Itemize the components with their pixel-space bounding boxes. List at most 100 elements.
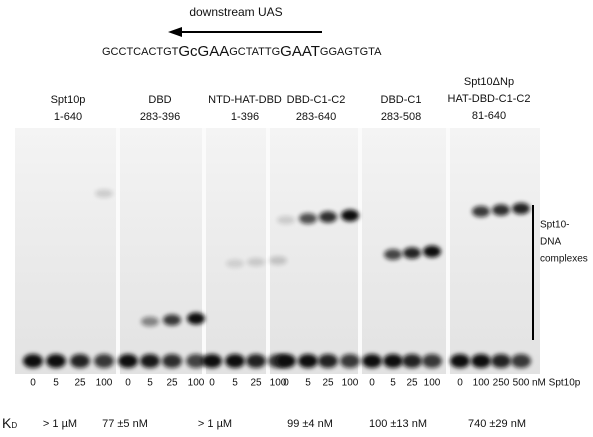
kd-sub: D [11, 421, 17, 430]
lane-separator [266, 128, 270, 374]
complex-band [384, 249, 402, 260]
complex-band [226, 259, 244, 268]
lane-label: HAT-DBD-C1-C2 [448, 93, 531, 105]
free-dna-band [46, 354, 66, 368]
concentration: 25 [406, 378, 418, 389]
gel [15, 128, 540, 374]
free-dna-band [318, 354, 338, 368]
kd-value: > 1 µM [198, 418, 232, 430]
free-dna-band [186, 354, 206, 368]
lane-label: 283-640 [296, 111, 336, 123]
concentration: 0 [369, 378, 375, 389]
free-dna-band [511, 354, 531, 368]
complex-band [163, 314, 181, 326]
kd-label: KD [2, 415, 17, 431]
free-dna-band [118, 354, 138, 368]
concentration: 100 [188, 378, 205, 389]
lane-label: 1-640 [54, 111, 82, 123]
complex-band [277, 215, 295, 225]
concentration: 500 [513, 378, 530, 389]
concentration: 5 [390, 378, 396, 389]
kd-value: > 1 µM [43, 418, 77, 430]
free-dna-band [23, 354, 43, 368]
complex-band [141, 316, 159, 327]
complex-band [299, 213, 317, 224]
complex-band [341, 209, 359, 222]
concentration: 5 [147, 378, 153, 389]
concentration: 25 [166, 378, 178, 389]
seq-part: GGAGTGTA [320, 46, 382, 58]
complex-band [187, 312, 205, 325]
concentration: 25 [322, 378, 334, 389]
seq-part: GCTATTG [229, 46, 280, 58]
kd-value: 100 ±13 nM [369, 418, 427, 430]
complex-band [269, 256, 287, 265]
lane-label: DBD-C1-C2 [287, 94, 346, 106]
complex-band [492, 204, 510, 216]
concentration: 100 [96, 378, 113, 389]
kd-main: K [2, 415, 12, 431]
concentration: 5 [305, 378, 311, 389]
free-dna-band [162, 354, 182, 368]
concentration: 100 [473, 378, 490, 389]
lane-label: DBD [148, 94, 171, 106]
free-dna-band [246, 354, 266, 368]
seq-part: GAAT [280, 43, 320, 60]
kd-value: 77 ±5 nM [102, 418, 148, 430]
free-dna-band [70, 354, 90, 368]
concentration: 100 [424, 378, 441, 389]
lane-label: 283-396 [140, 111, 180, 123]
lane-label: 283-508 [381, 111, 421, 123]
lane-label: 81-640 [472, 110, 506, 122]
free-dna-band [402, 354, 422, 368]
arrow-label: downstream UAS [189, 5, 282, 19]
complex-band [247, 257, 265, 267]
seq-part: GcGAA [178, 43, 229, 60]
lane-separator [116, 128, 120, 374]
complex-label: complexes [540, 254, 588, 265]
lane-separator [202, 128, 206, 374]
concentration-unit: nM Spt10p [532, 378, 581, 389]
concentration: 0 [209, 378, 215, 389]
complex-band [95, 189, 113, 198]
free-dna-band [383, 354, 403, 368]
lane-separator [358, 128, 362, 374]
free-dna-band [471, 354, 491, 368]
free-dna-band [276, 354, 296, 368]
complex-band [403, 247, 421, 259]
lane-label: 1-396 [231, 111, 259, 123]
free-dna-band [140, 354, 160, 368]
concentration: 25 [74, 378, 86, 389]
concentration: 100 [270, 378, 287, 389]
complex-band [319, 211, 337, 223]
lane-label: Spt10ΔNp [464, 76, 514, 88]
lane-label: DBD-C1 [381, 94, 422, 106]
free-dna-band [94, 354, 114, 368]
free-dna-band [202, 354, 222, 368]
free-dna-band [340, 354, 360, 368]
concentration: 5 [53, 378, 59, 389]
lane-label: Spt10p [51, 94, 86, 106]
concentration: 0 [457, 378, 463, 389]
sequence: GCCTCACTGTGcGAAGCTATTGGAATGGAGTGTA [102, 43, 382, 60]
kd-value: 740 ±29 nM [468, 418, 526, 430]
concentration: 0 [125, 378, 131, 389]
free-dna-band [298, 354, 318, 368]
concentration: 0 [30, 378, 36, 389]
concentration: 5 [232, 378, 238, 389]
complex-band [512, 202, 530, 215]
concentration: 0 [283, 378, 289, 389]
arrowhead [168, 27, 182, 37]
free-dna-band [450, 354, 470, 368]
kd-value: 99 ±4 nM [287, 418, 333, 430]
concentration: 250 [493, 378, 510, 389]
complex-band [423, 245, 441, 258]
free-dna-band [422, 354, 442, 368]
complex-label: DNA [540, 237, 561, 248]
concentration: 25 [250, 378, 262, 389]
lane-label: NTD-HAT-DBD [208, 94, 282, 106]
concentration: 100 [342, 378, 359, 389]
complex-band [472, 205, 490, 218]
free-dna-band [491, 354, 511, 368]
